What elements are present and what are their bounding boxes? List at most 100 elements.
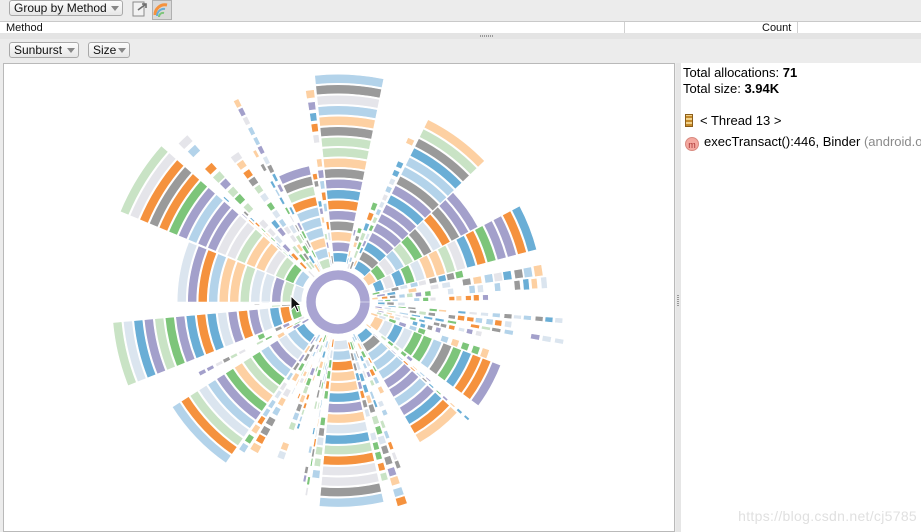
sunburst-segment[interactable] <box>503 328 514 336</box>
sunburst-segment[interactable] <box>279 306 293 324</box>
sunburst-segment[interactable] <box>455 235 477 269</box>
sunburst-segment[interactable] <box>296 323 316 343</box>
sunburst-segment[interactable] <box>214 360 224 368</box>
sunburst-segment[interactable] <box>491 312 501 319</box>
sunburst-segment[interactable] <box>381 288 391 294</box>
sunburst-segment[interactable] <box>455 295 463 302</box>
sunburst-segment[interactable] <box>420 338 443 369</box>
sunburst-segment[interactable] <box>485 318 494 326</box>
sunburst-segment[interactable] <box>418 254 436 280</box>
sunburst-segment[interactable] <box>362 222 371 232</box>
sunburst-segment[interactable] <box>297 362 306 372</box>
sunburst-segment[interactable] <box>298 253 307 263</box>
sunburst-segment[interactable] <box>316 401 321 410</box>
sunburst-segment[interactable] <box>297 315 306 322</box>
sunburst-segment[interactable] <box>333 339 350 351</box>
sunburst-segment[interactable] <box>282 250 290 258</box>
sunburst-segment[interactable] <box>242 168 254 180</box>
sunburst-segment[interactable] <box>474 330 483 338</box>
sunburst-segment[interactable] <box>361 239 368 248</box>
sunburst-segment[interactable] <box>302 385 310 395</box>
sunburst-segment[interactable] <box>429 296 437 302</box>
sunburst-segment[interactable] <box>377 461 386 472</box>
sunburst-segment[interactable] <box>320 349 324 356</box>
sunburst-segment[interactable] <box>494 319 503 327</box>
sunburst-segment[interactable] <box>237 348 247 356</box>
sunburst-segment[interactable] <box>362 362 368 370</box>
sunburst-segment[interactable] <box>289 233 298 244</box>
sunburst-segment[interactable] <box>418 318 426 324</box>
sunburst-segment[interactable] <box>329 259 333 266</box>
sunburst-segment[interactable] <box>453 353 482 394</box>
sunburst-segment[interactable] <box>405 137 416 147</box>
sunburst-segment[interactable] <box>465 295 472 301</box>
sunburst-segment[interactable] <box>290 258 297 265</box>
sunburst-segment[interactable] <box>323 441 373 455</box>
sunburst-segment[interactable] <box>313 263 321 273</box>
sunburst-segment[interactable] <box>320 472 380 487</box>
sunburst-segment[interactable] <box>319 482 382 497</box>
sunburst-segment[interactable] <box>274 325 283 333</box>
sunburst-segment[interactable] <box>309 336 317 345</box>
sunburst-segment[interactable] <box>352 333 358 341</box>
sunburst-segment[interactable] <box>312 355 317 362</box>
sunburst-segment[interactable] <box>316 94 380 109</box>
sunburst-segment[interactable] <box>327 359 333 369</box>
sunburst-segment[interactable] <box>409 259 426 282</box>
sunburst-segment[interactable] <box>482 294 489 301</box>
sunburst-segment[interactable] <box>168 180 208 236</box>
sunburst-segment[interactable] <box>321 334 325 341</box>
sunburst-segment[interactable] <box>256 415 267 426</box>
sunburst-segment[interactable] <box>323 375 327 385</box>
sunburst-segment[interactable] <box>297 353 306 363</box>
sunburst-segment[interactable] <box>457 326 466 333</box>
sunburst-segment[interactable] <box>185 314 206 359</box>
sunburst-segment[interactable] <box>474 317 484 324</box>
sunburst-segment[interactable] <box>372 376 380 385</box>
sunburst-segment[interactable] <box>324 362 328 371</box>
sunburst-segment[interactable] <box>460 341 471 352</box>
sunburst-segment[interactable] <box>446 319 457 325</box>
sunburst-segment[interactable] <box>270 219 281 230</box>
sunburst-segment[interactable] <box>216 373 262 421</box>
sunburst-segment[interactable] <box>447 324 456 331</box>
sunburst-segment[interactable] <box>318 344 324 353</box>
sunburst-segment[interactable] <box>328 210 357 222</box>
sunburst-segment[interactable] <box>330 336 333 345</box>
sunburst-segment[interactable] <box>513 268 524 280</box>
sunburst-segment[interactable] <box>290 252 300 262</box>
sunburst-segment[interactable] <box>261 407 272 418</box>
sunburst-segment[interactable] <box>306 271 312 277</box>
sunburst-segment[interactable] <box>305 272 312 279</box>
sunburst-segment[interactable] <box>317 356 322 364</box>
sunburst-segment[interactable] <box>281 304 291 307</box>
sunburst-segment[interactable] <box>409 309 418 315</box>
sunburst-segment[interactable] <box>359 342 365 350</box>
sunburst-segment[interactable] <box>309 112 318 122</box>
sunburst-segment[interactable] <box>417 327 427 336</box>
sunburst-segment[interactable] <box>314 333 321 343</box>
sunburst-segment[interactable] <box>322 342 326 349</box>
sunburst-segment[interactable] <box>301 317 310 325</box>
sunburst-segment[interactable] <box>304 242 310 251</box>
sunburst-segment[interactable] <box>315 259 322 268</box>
sunburst-segment[interactable] <box>278 334 304 361</box>
sunburst-segment[interactable] <box>285 371 294 382</box>
sunburst-segment[interactable] <box>389 475 401 487</box>
sunburst-segment[interactable] <box>359 231 367 242</box>
sunburst-segment[interactable] <box>423 213 451 247</box>
sunburst-segment[interactable] <box>374 450 383 461</box>
sunburst-segment[interactable] <box>319 180 326 190</box>
sunburst-segment[interactable] <box>198 384 250 438</box>
sunburst-segment[interactable] <box>233 193 246 206</box>
sunburst-segment[interactable] <box>383 455 394 466</box>
sunburst-segment[interactable] <box>380 444 390 455</box>
sunburst-segment[interactable] <box>123 320 147 383</box>
sunburst-segment[interactable] <box>227 310 245 344</box>
sunburst-segment[interactable] <box>380 334 388 342</box>
sunburst-segment[interactable] <box>405 156 455 197</box>
sunburst-segment[interactable] <box>259 425 272 437</box>
sunburst-segment[interactable] <box>207 379 256 429</box>
sunburst-segment[interactable] <box>381 274 395 290</box>
sunburst-segment[interactable] <box>314 429 318 438</box>
